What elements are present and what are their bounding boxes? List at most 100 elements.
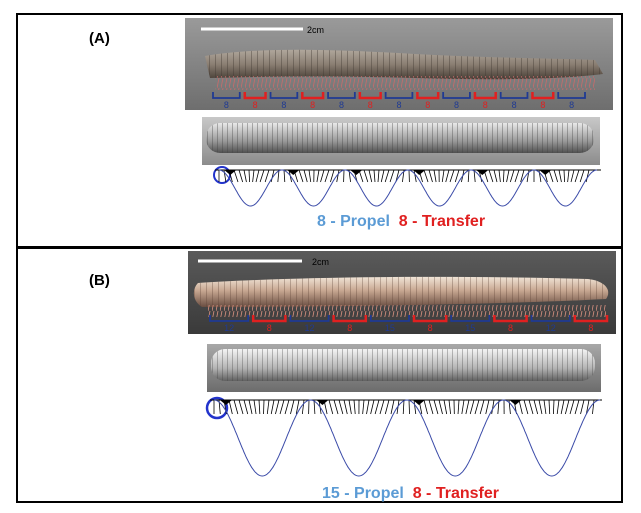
panel-a-segment-9: 8 [473,92,497,110]
panel-a-leg-29 [363,169,369,183]
panel-a-leg-22 [324,169,330,183]
panel-b-segment-label-3: 8 [347,323,352,333]
panel-b-leg-34 [379,399,385,415]
panel-b-leg-63 [528,399,534,415]
panel-b-segment-1: 8 [251,315,287,333]
panel-b-segment-label-8: 12 [546,323,556,333]
panel-b-caption: 15 - Propel 8 - Transfer [322,485,499,503]
panel-b-leg-64 [533,399,539,415]
panel-a-segment-label-4: 8 [339,100,344,110]
panel-b-leg-43 [428,399,434,415]
panel-a-leg-72 [574,169,580,183]
panel-a-contact-5 [539,170,552,175]
panel-a-leg-48 [454,169,460,183]
panel-b-leg-27 [348,399,352,415]
panel-a-leg-12 [277,169,280,183]
panel-b-leg-68 [553,399,555,415]
panel-b-segment-label-7: 8 [508,323,513,333]
panel-a-leg-46 [445,169,450,183]
panel-b-leg-18 [301,399,305,415]
panel-a-segment-5: 8 [358,92,382,110]
panel-b-leg-38 [402,399,405,415]
panel-b-segment-8: 12 [530,315,571,333]
panel-a-label: (A) [89,30,110,47]
panel-a-segment-4: 8 [327,92,356,110]
panel-b-leg-25 [338,399,344,415]
panel-a-leg-35 [389,169,395,183]
panel-a-leg-30 [368,169,373,183]
panel-b-leg-49 [457,399,460,415]
panel-a-leg-34 [384,169,390,183]
panel-b-segment-label-4: 15 [385,323,395,333]
panel-b-label: (B) [89,272,110,289]
panel-a-segment-label-10: 8 [512,100,517,110]
panel-a-leg-47 [449,169,455,183]
panel-b-contact-2 [412,400,425,405]
panel-a-segment-brackets: 8 8 8 8 8 8 8 8 8 8 8 8 8 [212,92,586,110]
panel-b-leg-71 [565,399,570,415]
panel-b-propel-count: 15 - Propel [322,485,404,502]
panel-a-leg-33 [380,169,385,183]
panel-a-leg-39 [413,169,417,183]
panel-a-segment-label-2: 8 [281,100,286,110]
panel-b-leg-46 [443,399,448,415]
panel-b-leg-15 [284,399,290,415]
panel-a-segment-label-8: 8 [454,100,459,110]
panel-b-leg-4 [233,399,239,415]
panel-a-segment-label-3: 8 [310,100,315,110]
panel-b-leg-32 [370,399,375,415]
panel-a-leg-13 [283,169,286,183]
panel-b-leg-56 [491,399,495,415]
panel-b-leg-76 [592,399,595,415]
panel-a-leg-43 [433,169,437,183]
panel-a-leg-32 [377,169,380,183]
panel-b-segment-label-6: 15 [465,323,475,333]
panel-b-scale-label: 2cm [312,257,329,267]
panel-b-segment-label-0: 12 [224,323,234,333]
panel-a-segment-1: 8 [243,92,267,110]
panel-b-leg-3 [228,399,233,415]
panel-b-leg-9 [258,399,261,415]
panel-a-segment-3: 8 [301,92,325,110]
panel-a-segment-10: 8 [499,92,529,110]
panel-b-segment-4: 15 [369,315,410,333]
panel-a-leg-42 [428,169,433,183]
panel-b-leg-17 [295,399,300,415]
panel-b-leg-12 [270,399,275,415]
panel-b-leg-39 [408,399,410,415]
panel-a-leg-66 [548,169,554,183]
panel-a-leg-3 [233,169,239,183]
panel-a-leg-23 [330,169,335,183]
panel-a-leg-18 [308,169,312,183]
panel-a-segment-0: 8 [212,92,241,110]
panel-a-leg-4 [238,169,244,183]
panel-a-segment-label-0: 8 [224,100,229,110]
panel-b-gait-diagram [205,396,602,477]
panel-b-leg-72 [569,399,575,415]
panel-a-segment-6: 8 [384,92,414,110]
panel-b-leg-20 [313,399,316,415]
panel-b-leg-28 [353,399,356,415]
panel-a-leg-16 [298,169,304,183]
panel-a-caption: 8 - Propel 8 - Transfer [317,213,485,231]
panel-a-leg-5 [243,169,247,183]
panel-a-contact-2 [350,170,363,175]
panel-a-gait-diagram [213,166,601,207]
panel-a-segment-8: 8 [442,92,471,110]
panel-a-grayscale-photo [202,117,600,165]
panel-a-leg-60 [514,169,520,183]
panel-b-segment-5: 8 [412,315,448,333]
panel-a-segment-label-5: 8 [368,100,373,110]
panel-b-leg-74 [580,399,585,415]
panel-b-segment-9: 8 [573,315,609,333]
panel-a-millipede-photo: 2cm [185,18,613,110]
panel-a-leg-41 [423,169,429,183]
panel-a-leg-61 [520,169,525,183]
panel-b-leg-62 [523,399,529,415]
panel-a-leg-21 [320,169,325,183]
figure-frame [16,13,623,503]
panel-b-contact-3 [509,400,522,405]
panel-a-segment-label-9: 8 [483,100,488,110]
panel-b-leg-47 [448,399,451,415]
panel-b-contact-1 [316,400,329,405]
